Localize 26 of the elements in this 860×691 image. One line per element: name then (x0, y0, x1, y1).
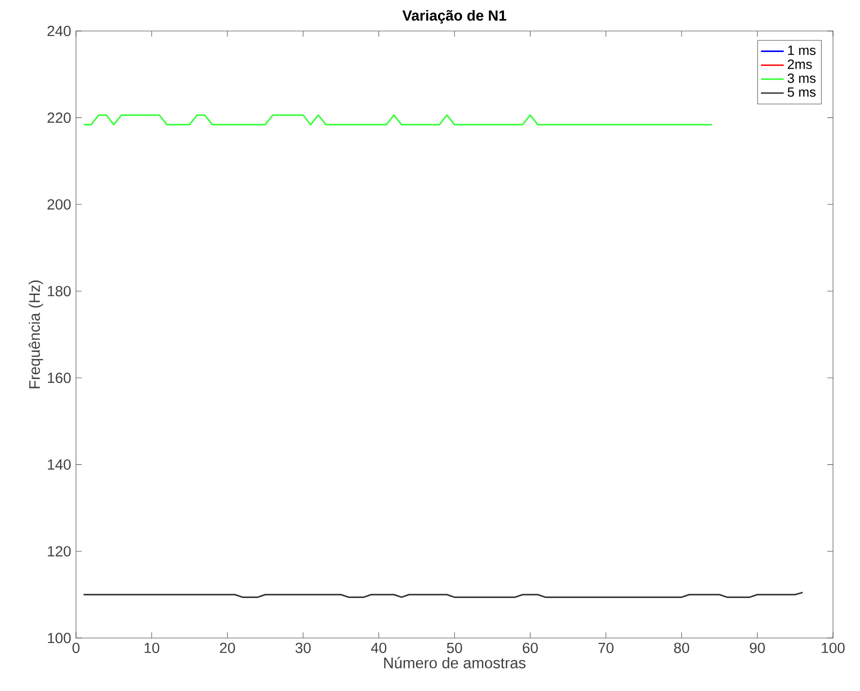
x-tick-label: 70 (598, 642, 614, 654)
y-tick-label: 180 (48, 286, 71, 296)
x-tick-label: 50 (446, 642, 462, 654)
x-tick-label: 90 (750, 642, 765, 654)
y-tick-label: 100 (48, 632, 71, 644)
x-tick-label: 100 (822, 642, 845, 654)
y-tick-label: 220 (48, 112, 71, 123)
x-tick-label: 30 (296, 642, 311, 654)
chart-title: Variação de N1 (402, 10, 506, 24)
y-tick-label: 140 (48, 459, 71, 470)
legend-label: 5 ms (788, 87, 816, 97)
y-tick-label: 240 (48, 26, 71, 36)
x-tick-label: 0 (72, 642, 80, 654)
x-axis-title: Número de amostras (384, 656, 526, 668)
y-tick-label: 160 (48, 372, 71, 384)
x-tick-label: 60 (522, 642, 538, 654)
x-tick-label: 80 (674, 642, 690, 654)
x-tick-label: 20 (220, 642, 235, 654)
y-tick-label: 120 (48, 546, 71, 556)
legend-label: 3 ms (788, 74, 816, 83)
x-tick-label: 10 (144, 642, 160, 654)
legend-label: 1 ms (788, 46, 816, 55)
y-tick-label: 200 (48, 199, 71, 210)
y-axis-title: Frequência (Hz) (28, 280, 43, 388)
legend-label: 2ms (788, 60, 812, 69)
x-tick-label: 40 (370, 642, 386, 654)
